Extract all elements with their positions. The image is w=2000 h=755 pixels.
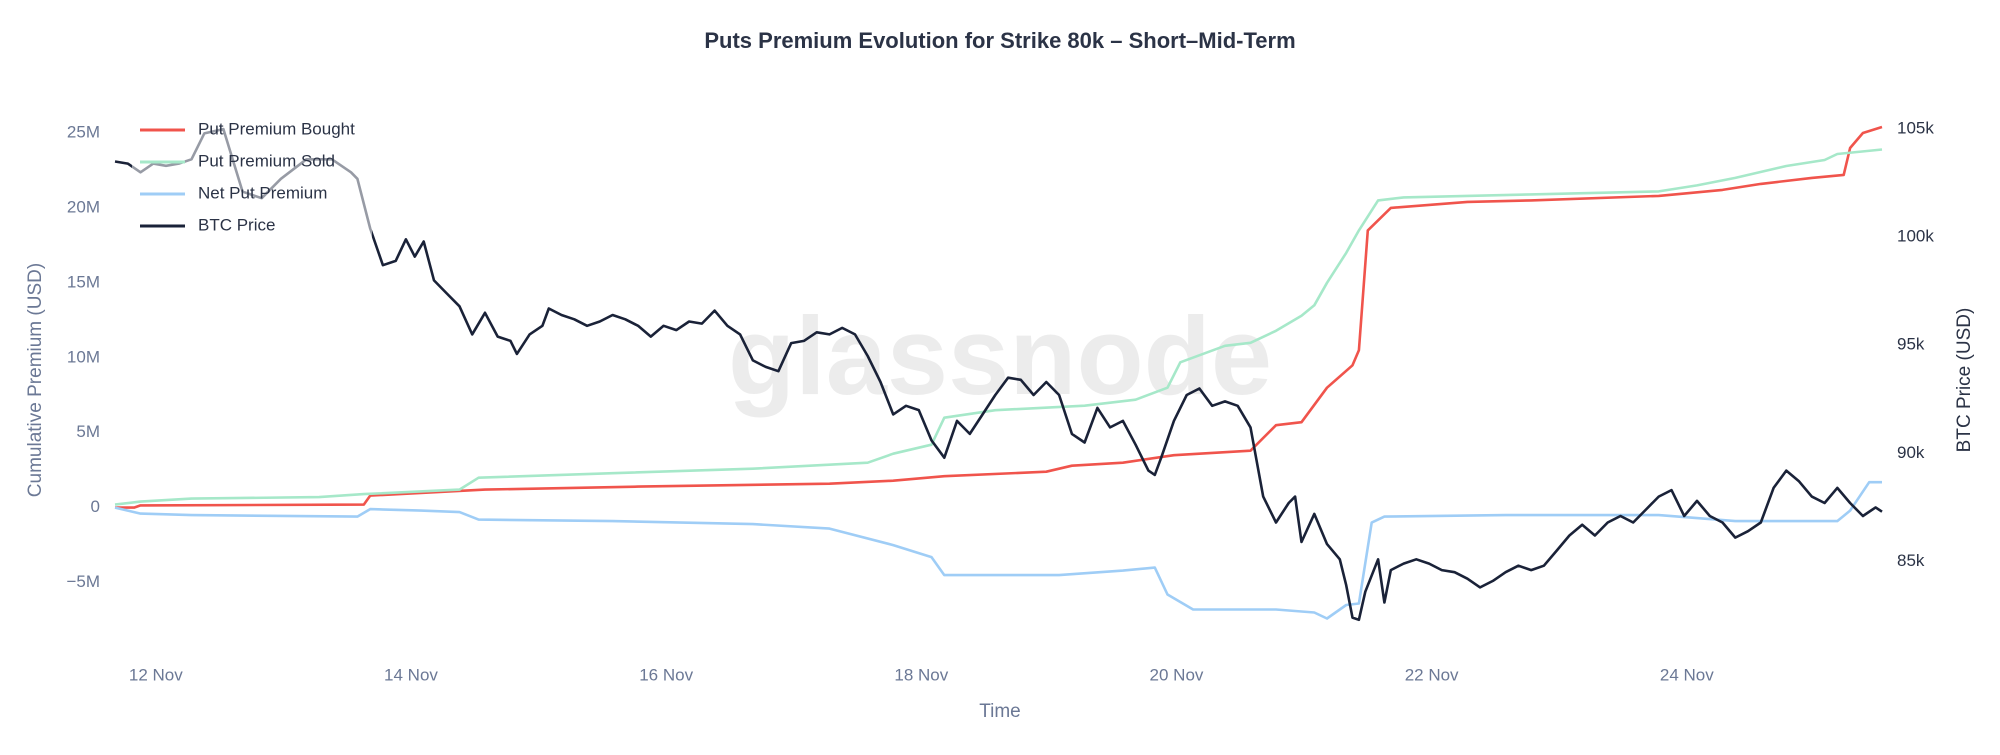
- legend-label: Put Premium Sold: [198, 151, 335, 170]
- y-axis-title: Cumulative Premium (USD): [25, 263, 46, 497]
- series-line: [114, 127, 1883, 622]
- series-line: [114, 148, 1883, 506]
- legend-label: BTC Price: [198, 215, 275, 234]
- series-line: [114, 480, 1882, 620]
- y2-tick-label: 105k: [1897, 119, 1934, 138]
- y2-tick-label: 95k: [1897, 335, 1925, 354]
- y2-tick-label: 100k: [1897, 227, 1934, 246]
- y2-tick-label: 90k: [1897, 443, 1925, 462]
- chart-title: Puts Premium Evolution for Strike 80k – …: [704, 28, 1295, 53]
- x-tick-label: 20 Nov: [1150, 665, 1204, 684]
- y-tick-label: 15M: [67, 272, 100, 291]
- x-tick-label: 14 Nov: [384, 665, 438, 684]
- y-tick-label: 25M: [67, 122, 100, 141]
- x-tick-label: 24 Nov: [1660, 665, 1714, 684]
- y-tick-label: 0: [91, 497, 100, 516]
- plot-area: [114, 125, 1883, 622]
- legend: Put Premium Bought Put Premium Sold Net Pu…: [132, 114, 372, 242]
- x-axis-title: Time: [979, 701, 1021, 722]
- series-line: [115, 125, 1883, 509]
- x-tick-label: 16 Nov: [639, 665, 693, 684]
- legend-background: [132, 114, 372, 242]
- y-tick-label: −5M: [66, 572, 100, 591]
- y-tick-label: 10M: [67, 347, 100, 366]
- y-tick-label: 20M: [67, 197, 100, 216]
- y2-axis-title: BTC Price (USD): [1954, 308, 1975, 453]
- legend-label: Net Put Premium: [198, 183, 327, 202]
- legend-label: Put Premium Bought: [198, 119, 355, 138]
- x-tick-label: 18 Nov: [894, 665, 948, 684]
- x-tick-label: 22 Nov: [1405, 665, 1459, 684]
- x-tick-label: 12 Nov: [129, 665, 183, 684]
- y-tick-label: 5M: [76, 422, 100, 441]
- y2-tick-label: 85k: [1897, 551, 1925, 570]
- watermark: glassnode: [728, 295, 1272, 418]
